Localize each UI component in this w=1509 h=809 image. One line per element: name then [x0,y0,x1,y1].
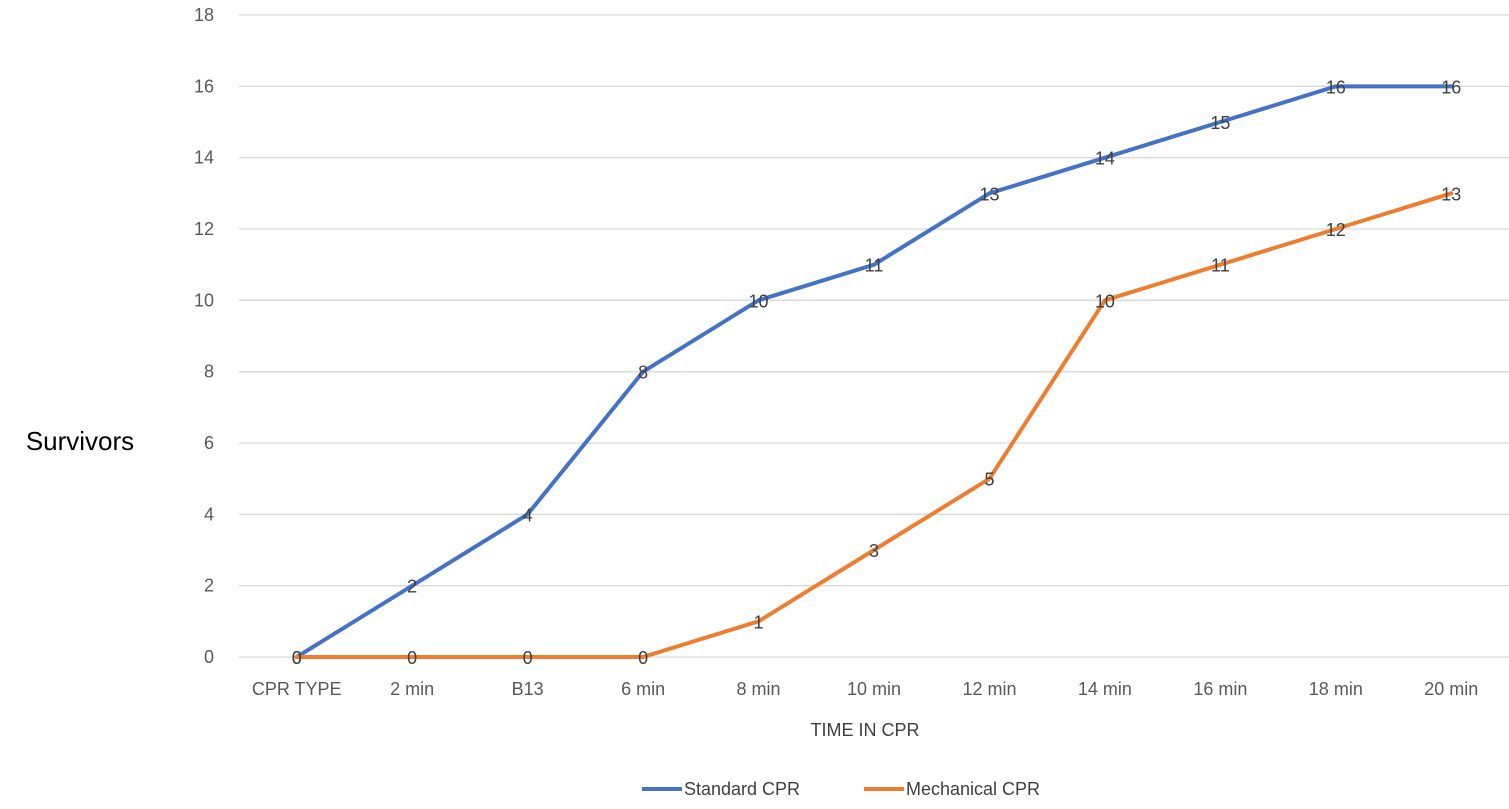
standard-cpr-data-label: 4 [523,505,533,525]
mechanical-cpr-data-label: 0 [523,648,533,668]
mechanical-cpr-point [410,655,415,659]
x-axis-title: TIME IN CPR [810,720,919,740]
standard-cpr-data-label: 10 [749,291,769,311]
x-tick-label: 18 min [1309,679,1363,699]
mechanical-cpr-point [294,655,299,659]
standard-cpr-point [525,512,530,517]
y-tick-label: 10 [194,290,214,310]
mechanical-cpr-data-label: 5 [984,470,994,490]
series-lines [294,84,1454,659]
standard-cpr-point [1102,155,1107,160]
mechanical-cpr-point [987,476,992,481]
standard-cpr-data-label: 2 [407,577,417,597]
y-tick-label: 6 [204,433,214,453]
standard-cpr-data-label: 15 [1210,113,1230,133]
y-tick-label: 2 [204,576,214,596]
standard-cpr-point [410,583,415,588]
mechanical-cpr-point [641,655,646,659]
mechanical-cpr-point [1102,298,1107,303]
mechanical-cpr-point [1333,227,1338,231]
x-tick-label: 10 min [847,679,901,699]
mechanical-cpr-point [1218,262,1223,267]
mechanical-cpr-data-label: 3 [869,541,879,561]
standard-cpr-point [1333,84,1338,89]
legend: Standard CPR Mechanical CPR [642,779,1040,799]
standard-cpr-point [1449,84,1454,89]
mechanical-cpr-data-label: 0 [407,648,417,668]
x-tick-label: B13 [512,679,544,699]
x-tick-label: 6 min [621,679,665,699]
y-tick-label: 14 [194,148,214,168]
standard-cpr-point [987,191,992,196]
y-tick-label: 8 [204,362,214,382]
y-tick-label: 0 [204,647,214,667]
y-tick-labels: 0 2 4 6 8 10 12 14 16 18 [194,5,214,667]
y-tick-label: 4 [204,504,214,524]
mechanical-cpr-data-label: 11 [1211,256,1230,276]
standard-cpr-data-label: 14 [1095,149,1115,169]
standard-cpr-data-label: 13 [979,184,999,204]
x-tick-label: 14 min [1078,679,1132,699]
x-tick-labels: CPR TYPE 2 min B13 6 min 8 min 10 min 12 min 14… [252,679,1478,699]
mechanical-cpr-data-label: 1 [754,612,764,632]
y-tick-label: 16 [194,76,214,96]
y-axis-title: Survivors [26,426,134,456]
standard-cpr-point [756,298,761,303]
mechanical-cpr-data-label: 0 [292,648,302,668]
standard-cpr-point [641,369,646,374]
mechanical-cpr-legend-label: Mechanical CPR [906,779,1040,799]
mechanical-cpr-point [525,655,530,659]
standard-cpr-data-label: 11 [865,256,884,276]
standard-cpr-data-label: 16 [1326,77,1346,97]
standard-cpr-data-label: 8 [638,363,648,383]
x-tick-label: 2 min [390,679,434,699]
mechanical-cpr-point [872,548,876,552]
standard-cpr-data-label: 16 [1441,77,1461,97]
gridlines [239,14,1509,658]
standard-cpr-point [1218,120,1223,124]
x-tick-label: 8 min [737,679,781,699]
x-tick-label: 12 min [962,679,1016,699]
standard-cpr-point [872,262,876,267]
y-tick-label: 12 [194,219,214,239]
standard-cpr-legend-label: Standard CPR [684,779,800,799]
mechanical-cpr-point [1449,191,1454,196]
mechanical-cpr-data-label: 13 [1441,184,1461,204]
y-tick-label: 18 [194,5,214,25]
x-tick-label: 16 min [1193,679,1247,699]
mechanical-cpr-data-label: 0 [638,648,648,668]
mechanical-cpr-point [756,619,761,624]
standard-cpr-data-label: 0 [292,648,302,668]
x-tick-label: CPR TYPE [252,679,342,699]
mechanical-cpr-data-label: 12 [1326,220,1346,240]
x-tick-label: 20 min [1424,679,1478,699]
mechanical-cpr-data-label: 10 [1095,291,1115,311]
